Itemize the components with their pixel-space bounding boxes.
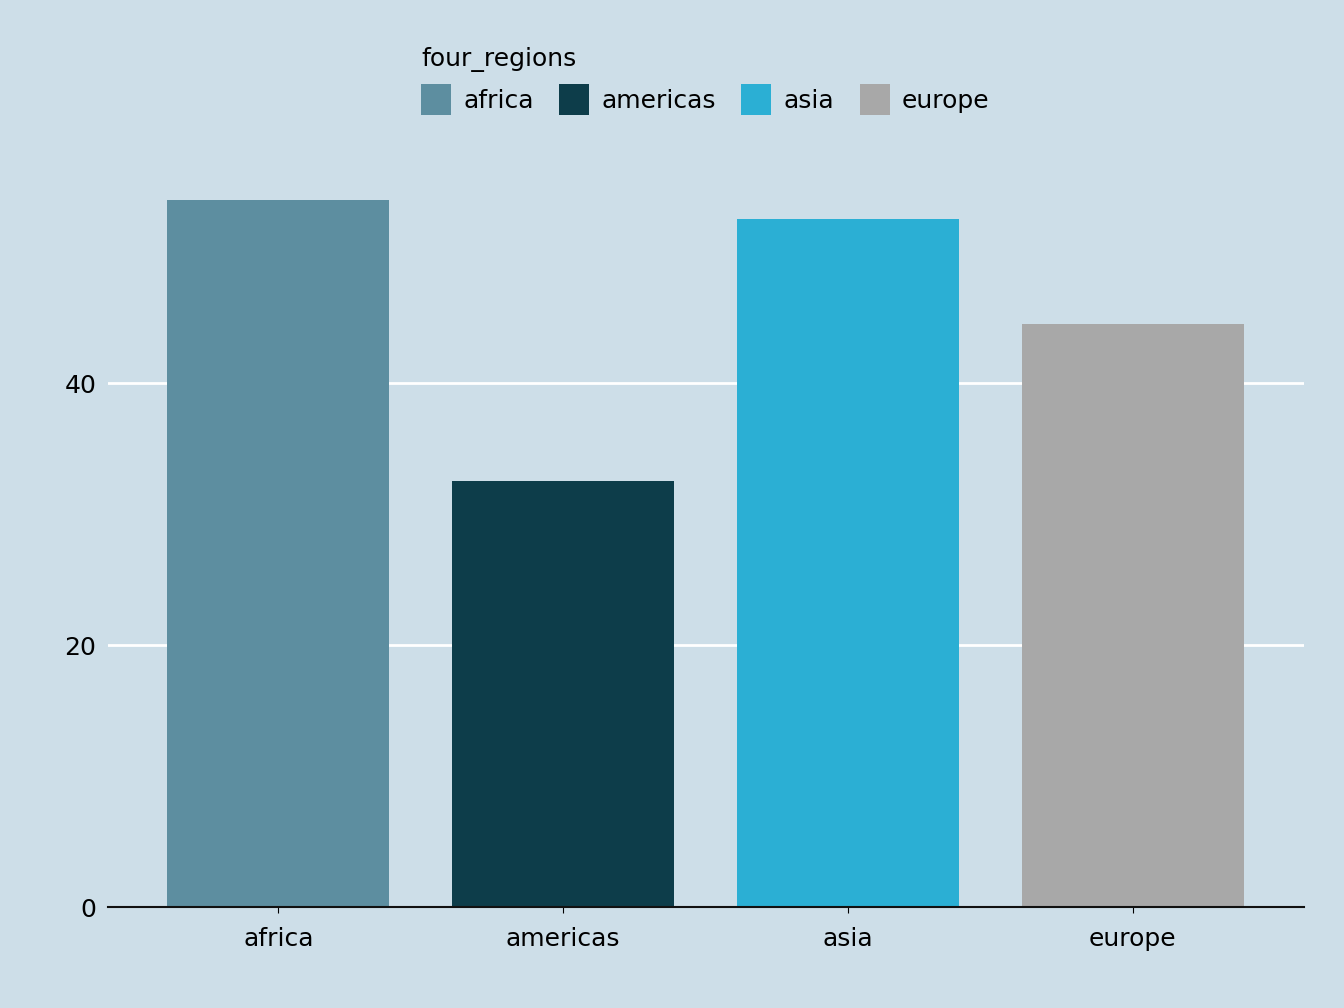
Bar <box>1021 325 1243 907</box>
Bar <box>452 482 675 907</box>
Bar <box>167 200 390 907</box>
Bar <box>737 220 960 907</box>
Legend: africa, americas, asia, europe: africa, americas, asia, europe <box>414 39 997 122</box>
